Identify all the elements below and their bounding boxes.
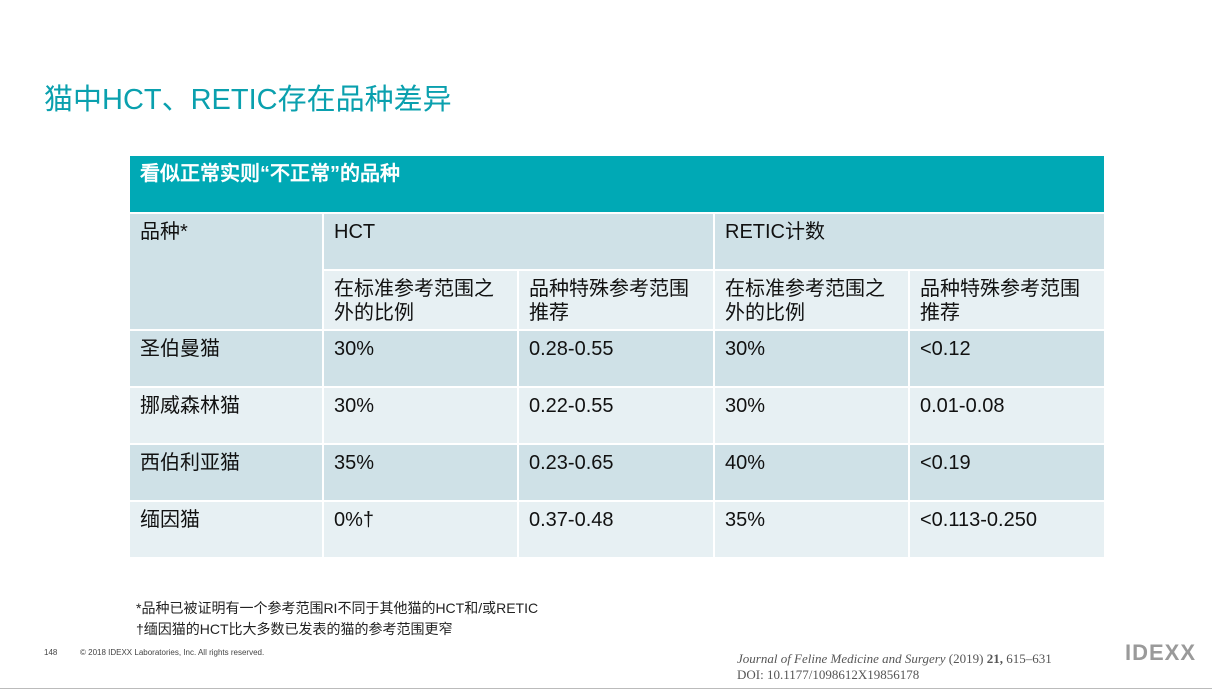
table-row: 圣伯曼猫 30% 0.28-0.55 30% <0.12 — [128, 329, 1106, 388]
header-cell: HCT — [322, 212, 715, 271]
table-cell: 西伯利亚猫 — [128, 443, 324, 502]
table-cell: 35% — [713, 500, 910, 559]
header-cell: RETIC计数 — [713, 212, 1106, 271]
table-cell: 0.37-0.48 — [517, 500, 715, 559]
slide-title: 猫中HCT、RETIC存在品种差异 — [44, 84, 452, 116]
subheader-cell: 品种特殊参考范围推荐 — [908, 269, 1106, 331]
table-cell: 挪威森林猫 — [128, 386, 324, 445]
volume: 21, — [986, 651, 1003, 666]
year: (2019) — [948, 651, 984, 666]
header-cell: 品种* — [128, 212, 324, 331]
doi: DOI: 10.1177/1098612X19856178 — [737, 667, 920, 682]
table-cell: 35% — [322, 443, 519, 502]
table-cell: <0.19 — [908, 443, 1106, 502]
table-cell: 30% — [713, 329, 910, 388]
table-cell: 30% — [713, 386, 910, 445]
copyright: © 2018 IDEXX Laboratories, Inc. All righ… — [80, 648, 265, 657]
table-row: 挪威森林猫 30% 0.22-0.55 30% 0.01-0.08 — [128, 386, 1106, 445]
table-cell: 0.28-0.55 — [517, 329, 715, 388]
subheader-cell: 品种特殊参考范围推荐 — [517, 269, 715, 331]
table-cell: 缅因猫 — [128, 500, 324, 559]
table-cell: 30% — [322, 386, 519, 445]
table-cell: <0.113-0.250 — [908, 500, 1106, 559]
table-cell: 0.22-0.55 — [517, 386, 715, 445]
footnote: *品种已被证明有一个参考范围RI不同于其他猫的HCT和/或RETIC — [136, 600, 539, 616]
table-cell: 圣伯曼猫 — [128, 329, 324, 388]
citation: Journal of Feline Medicine and Surgery (… — [737, 651, 1052, 667]
table-caption: 看似正常实则“不正常”的品种 — [128, 156, 1106, 214]
journal: Journal of Feline Medicine and Surgery — [737, 651, 946, 666]
table-cell: 0.23-0.65 — [517, 443, 715, 502]
table-cell: 40% — [713, 443, 910, 502]
table-cell: 30% — [322, 329, 519, 388]
subheader-cell: 在标准参考范围之外的比例 — [713, 269, 910, 331]
subheader-cell: 在标准参考范围之外的比例 — [322, 269, 519, 331]
page-number: 148 — [44, 648, 58, 657]
table-cell: 0%† — [322, 500, 519, 559]
table-row: 西伯利亚猫 35% 0.23-0.65 40% <0.19 — [128, 443, 1106, 502]
logo: IDEXX — [1124, 640, 1196, 665]
table: 看似正常实则“不正常”的品种 品种* HCT RETIC计数 在标准参考范围之外… — [128, 156, 1106, 559]
pages: 615–631 — [1006, 651, 1052, 666]
footnote: †缅因猫的HCT比大多数已发表的猫的参考范围更窄 — [136, 621, 453, 637]
table-cell: <0.12 — [908, 329, 1106, 388]
table-cell: 0.01-0.08 — [908, 386, 1106, 445]
table-row: 缅因猫 0%† 0.37-0.48 35% <0.113-0.250 — [128, 500, 1106, 559]
divider — [0, 688, 1212, 689]
